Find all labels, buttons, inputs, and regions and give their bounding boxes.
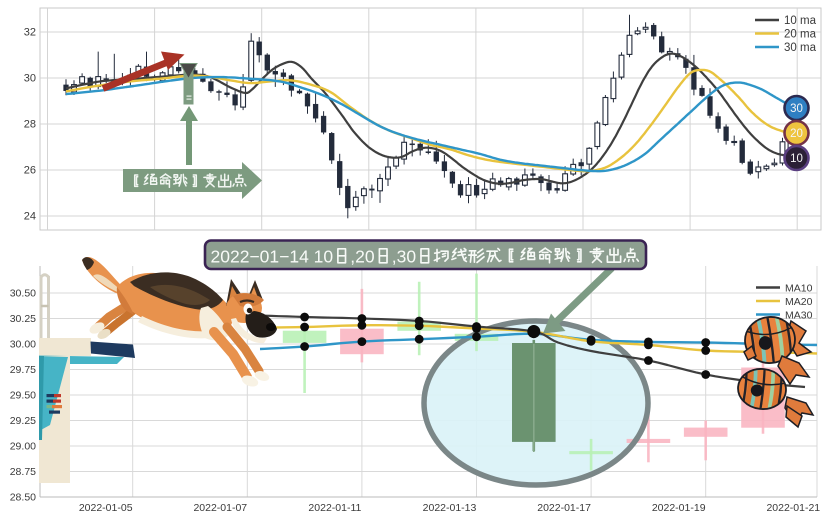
svg-text:2022-01-11: 2022-01-11 [308, 502, 361, 514]
svg-text:MA30: MA30 [785, 309, 813, 321]
svg-text:MA20: MA20 [785, 296, 813, 308]
svg-text:2022-01-13: 2022-01-13 [423, 502, 477, 514]
svg-text:10 ma: 10 ma [784, 15, 817, 27]
svg-text:30 ma: 30 ma [784, 42, 817, 54]
svg-text:32: 32 [24, 27, 36, 39]
svg-text:30.00: 30.00 [10, 339, 36, 351]
svg-text:2022-01-19: 2022-01-19 [652, 502, 706, 514]
svg-text:28.75: 28.75 [10, 466, 36, 478]
svg-text:2022-01-17: 2022-01-17 [537, 502, 591, 514]
svg-text:2022-01-05: 2022-01-05 [79, 502, 133, 514]
svg-text:2022−01−14 10: 2022−01−14 10 [211, 247, 334, 267]
svg-text:28.50: 28.50 [10, 492, 36, 504]
svg-text:,30: ,30 [392, 247, 417, 267]
svg-text:20: 20 [790, 128, 803, 140]
svg-text:26: 26 [24, 165, 36, 177]
svg-text:20 ma: 20 ma [784, 29, 817, 41]
svg-text:30.50: 30.50 [10, 288, 36, 300]
svg-text:29.25: 29.25 [10, 415, 36, 427]
svg-text:,20: ,20 [350, 247, 375, 267]
svg-text:29.00: 29.00 [10, 441, 36, 453]
svg-text:2022-01-21: 2022-01-21 [766, 502, 820, 514]
svg-text:28: 28 [24, 119, 36, 131]
svg-text:29.50: 29.50 [10, 390, 36, 402]
svg-text:2022-01-07: 2022-01-07 [193, 502, 247, 514]
svg-text:30: 30 [24, 73, 36, 85]
svg-text:30: 30 [790, 103, 803, 115]
svg-text:29.75: 29.75 [10, 364, 36, 376]
svg-text:24: 24 [24, 211, 36, 223]
svg-text:MA10: MA10 [785, 282, 813, 294]
svg-text:10: 10 [790, 153, 803, 165]
svg-text:30.25: 30.25 [10, 313, 36, 325]
